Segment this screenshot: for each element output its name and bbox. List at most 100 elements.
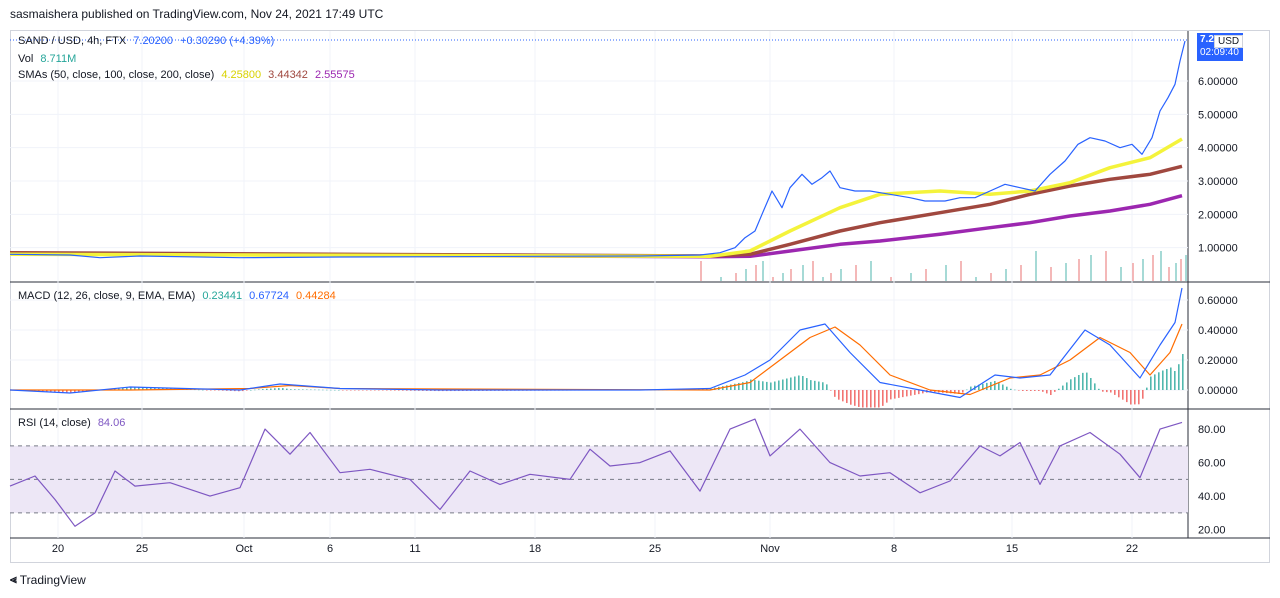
- sma-legend: SMAs (50, close, 100, close, 200, close)…: [18, 69, 359, 81]
- macd-histogram-bar: [226, 390, 228, 391]
- volume-bar: [802, 265, 804, 281]
- volume-bar: [1020, 265, 1022, 281]
- macd-histogram-bar: [882, 390, 884, 406]
- macd-histogram-bar: [362, 390, 364, 391]
- macd-histogram-bar: [50, 390, 52, 392]
- volume-bar: [1035, 251, 1037, 281]
- last-price: 7.20200: [133, 35, 174, 47]
- volume-bar: [1160, 251, 1162, 281]
- macd-histogram-bar: [370, 390, 372, 391]
- macd-histogram-bar: [1138, 390, 1140, 405]
- macd-histogram-bar: [114, 388, 116, 390]
- sma50-value: 4.25800: [221, 69, 262, 81]
- macd-histogram-bar: [986, 382, 988, 390]
- macd-histogram-bar: [1026, 390, 1028, 391]
- macd-histogram-bar: [1046, 390, 1048, 394]
- volume-bar: [1105, 251, 1107, 281]
- volume-bar: [720, 277, 722, 281]
- sma-label[interactable]: SMAs (50, close, 100, close, 200, close): [18, 69, 215, 81]
- macd-histogram-bar: [250, 390, 252, 391]
- macd-histogram-bar: [346, 390, 348, 391]
- macd-histogram-bar: [978, 384, 980, 390]
- macd-histogram-bar: [66, 390, 68, 393]
- vol-label[interactable]: Vol: [18, 53, 34, 65]
- macd-histogram-bar: [122, 387, 124, 390]
- macd-histogram-bar: [286, 388, 288, 390]
- macd-histogram-bar: [870, 390, 872, 408]
- macd-histogram-bar: [930, 390, 932, 392]
- price-tick-label: 2.00000: [1198, 209, 1238, 221]
- chart-frame: [10, 30, 1270, 563]
- signal-line: [10, 323, 1183, 396]
- macd-histogram-bar: [1074, 377, 1076, 390]
- currency-button[interactable]: USD: [1214, 35, 1244, 48]
- macd-histogram-bar: [1030, 390, 1032, 391]
- macd-histogram-bar: [1150, 376, 1152, 390]
- macd-histogram-bar: [202, 389, 204, 391]
- macd-histogram-bar: [290, 389, 292, 390]
- macd-histogram-bar: [1086, 372, 1088, 390]
- volume-bar: [1050, 267, 1052, 281]
- volume-bar: [890, 277, 892, 281]
- volume-bar: [975, 277, 977, 281]
- macd-histogram-bar: [786, 378, 788, 390]
- volume-bar: [1180, 259, 1182, 281]
- macd-histogram-bar: [1062, 385, 1064, 390]
- macd-histogram-bar: [894, 390, 896, 399]
- rsi-label[interactable]: RSI (14, close): [18, 417, 91, 429]
- macd-histogram-bar: [342, 390, 344, 391]
- macd-histogram-bar: [830, 390, 832, 391]
- macd-histogram-bar: [142, 387, 144, 390]
- macd-histogram-bar: [134, 387, 136, 390]
- volume-bar: [1090, 255, 1092, 281]
- macd-histogram-bar: [950, 390, 952, 394]
- macd-histogram-bar: [1018, 390, 1020, 391]
- macd-histogram-bar: [770, 382, 772, 390]
- symbol-label[interactable]: SAND / USD, 4h, FTX: [18, 35, 127, 47]
- macd-histogram-bar: [822, 382, 824, 390]
- sma200-line: [9, 194, 1183, 259]
- macd-label[interactable]: MACD (12, 26, close, 9, EMA, EMA): [18, 290, 196, 302]
- volume-bar: [1185, 255, 1187, 281]
- brand-name[interactable]: TradingView: [19, 572, 86, 587]
- macd-histogram-bar: [866, 390, 868, 408]
- signal-value: 0.44284: [296, 290, 336, 302]
- volume-legend: Vol 8.711M: [18, 53, 80, 65]
- volume-bar: [772, 277, 774, 281]
- macd-histogram-bar: [350, 390, 352, 391]
- macd-histogram-bar: [1002, 384, 1004, 390]
- macd-histogram-bar: [130, 387, 132, 390]
- macd-histogram-bar: [994, 381, 996, 390]
- price-tick-label: 5.00000: [1198, 109, 1238, 121]
- macd-histogram-bar: [1014, 389, 1016, 391]
- macd-histogram-bar: [1162, 370, 1164, 390]
- macd-histogram-bar: [198, 389, 200, 391]
- rsi-band: [10, 445, 1188, 514]
- macd-histogram-bar: [726, 385, 728, 390]
- macd-histogram-bar: [378, 390, 380, 391]
- macd-histogram-bar: [1110, 390, 1112, 393]
- macd-histogram-bar: [222, 390, 224, 391]
- macd-histogram-bar: [1098, 388, 1100, 390]
- macd-histogram-bar: [794, 376, 796, 390]
- macd-histogram-bar: [1042, 390, 1044, 392]
- sma100-value: 3.44342: [268, 69, 308, 81]
- macd-histogram-bar: [150, 387, 152, 390]
- volume-bar: [1065, 263, 1067, 281]
- volume-bar: [745, 269, 747, 281]
- macd-histogram-bar: [194, 389, 196, 391]
- macd-histogram-bar: [842, 390, 844, 402]
- macd-histogram-bar: [46, 390, 48, 392]
- macd-histogram-bar: [834, 390, 836, 397]
- axes: 1.00000 2.00000 3.00000 4.00000 5.00000 6.000…: [52, 76, 1238, 555]
- macd-histogram-bar: [278, 387, 280, 390]
- volume-bar: [762, 261, 764, 281]
- volume-bar: [1152, 255, 1154, 281]
- macd-histogram-bar: [802, 376, 804, 390]
- macd-histogram-bar: [402, 390, 404, 391]
- macd-histogram-bar: [1158, 372, 1160, 390]
- macd-histogram-bar: [314, 389, 316, 391]
- macd-histogram-bar: [414, 390, 416, 391]
- macd-histogram-bar: [818, 381, 820, 390]
